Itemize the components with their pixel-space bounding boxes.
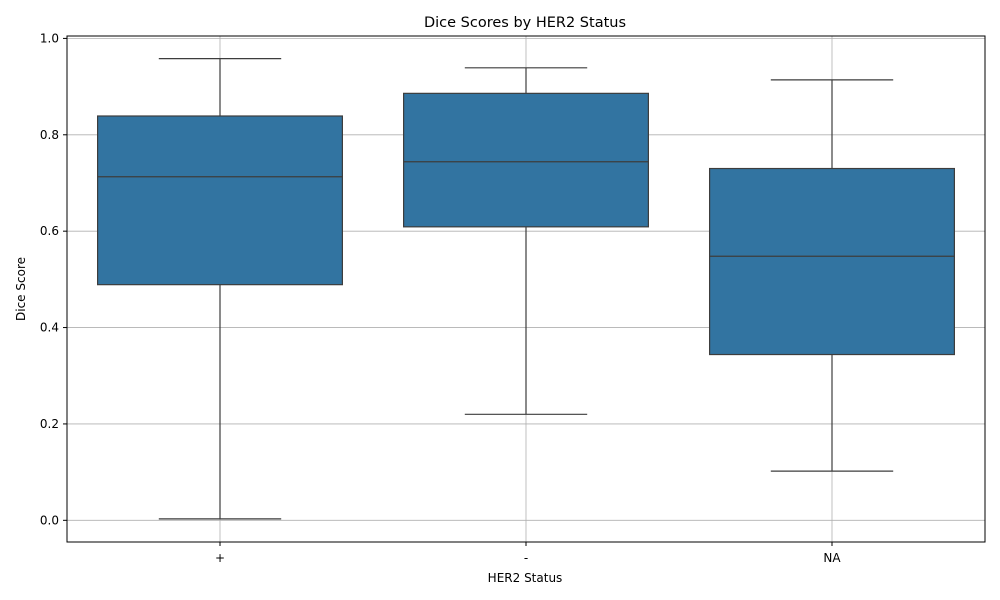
boxes-layer	[96, 58, 955, 520]
x-axis-label: HER2 Status	[488, 571, 563, 585]
iqr-box	[708, 167, 955, 356]
y-tick-label: 1.0	[40, 31, 59, 45]
y-tick-label: 0.8	[40, 128, 59, 142]
y-tick-label: 0.2	[40, 417, 59, 431]
box-group	[96, 58, 344, 520]
y-tick-label: 0.4	[40, 321, 59, 335]
x-tick-label: NA	[823, 551, 841, 565]
y-axis-label: Dice Score	[14, 257, 28, 321]
iqr-box	[96, 115, 344, 286]
x-tick-label: +	[215, 551, 225, 565]
chart-title: Dice Scores by HER2 Status	[424, 15, 626, 31]
y-tick-label: 0.6	[40, 224, 59, 238]
y-tick-label: 0.0	[40, 513, 59, 527]
ticks-layer: 0.0 0.2 0.4 0.6 0.8 1.0 + - NA	[40, 31, 841, 565]
box-group	[403, 67, 650, 415]
box-group	[708, 79, 955, 472]
iqr-box	[403, 92, 650, 228]
x-tick-label: -	[524, 551, 528, 565]
